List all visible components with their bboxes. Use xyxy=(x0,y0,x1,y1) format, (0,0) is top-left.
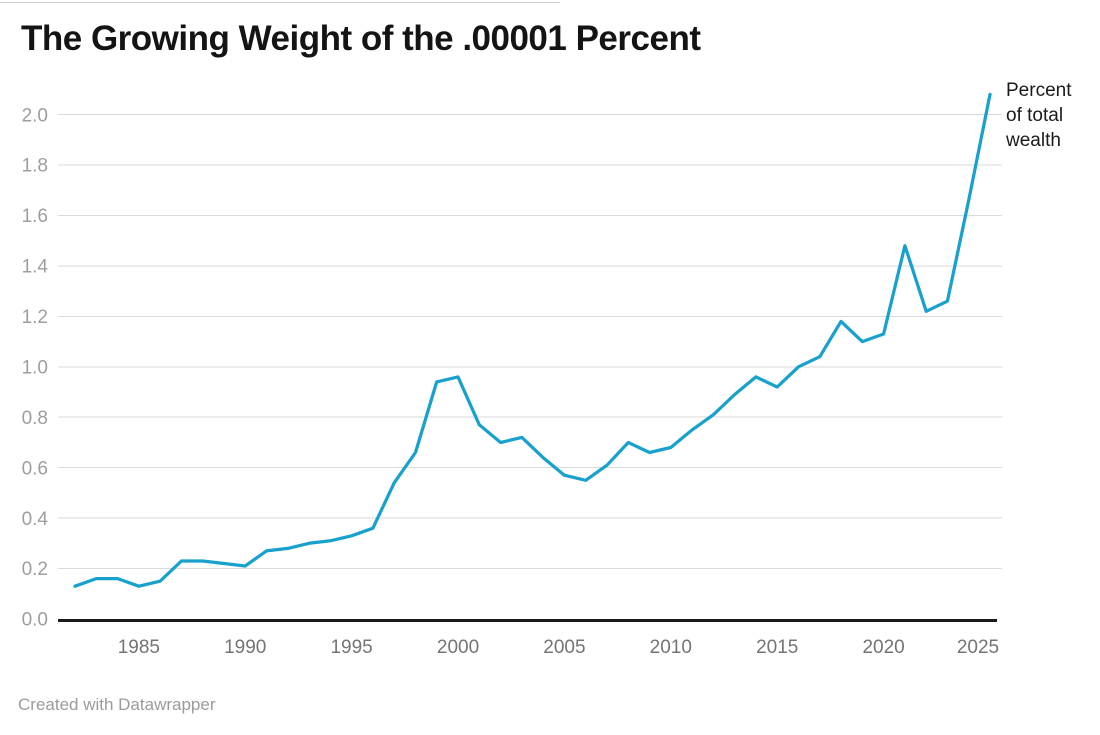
y-axis-tick-label: 0.8 xyxy=(22,408,48,429)
y-axis-tick-label: 2.0 xyxy=(22,105,48,126)
x-axis-tick-label: 2005 xyxy=(543,637,585,658)
x-axis-tick-label: 2010 xyxy=(650,637,692,658)
y-axis-tick-label: 1.6 xyxy=(22,206,48,227)
y-axis-tick-label: 0.0 xyxy=(22,610,48,631)
x-axis-tick-label: 2015 xyxy=(756,637,798,658)
x-axis-tick-label: 2025 xyxy=(957,637,999,658)
x-axis-tick-label: 2000 xyxy=(437,637,479,658)
x-axis-tick-label: 1985 xyxy=(118,637,160,658)
y-axis-tick-label: 1.4 xyxy=(22,257,49,278)
y-axis-tick-label: 1.2 xyxy=(22,307,48,328)
y-axis-tick-label: 0.2 xyxy=(22,559,48,580)
y-axis-tick-label: 1.0 xyxy=(22,357,48,378)
y-axis-tick-label: 0.6 xyxy=(22,458,48,479)
top-divider xyxy=(0,2,560,3)
y-axis-tick-label: 0.4 xyxy=(22,509,49,530)
chart-title: The Growing Weight of the .00001 Percent xyxy=(21,19,701,58)
x-axis-tick-label: 1995 xyxy=(330,637,372,658)
datawrapper-credit: Created with Datawrapper xyxy=(18,695,216,714)
x-axis-tick-label: 1990 xyxy=(224,637,266,658)
x-axis-tick-label: 2020 xyxy=(862,637,904,658)
y-axis-tick-label: 1.8 xyxy=(22,156,48,177)
wealth-share-line xyxy=(73,92,992,588)
series-annotation-label: Percent of total wealth xyxy=(1006,80,1072,151)
